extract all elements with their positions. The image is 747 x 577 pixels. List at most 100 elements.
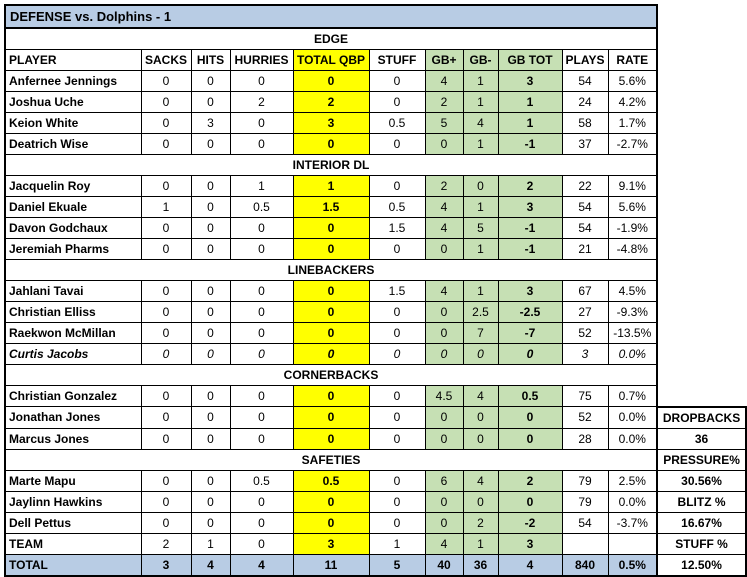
stat-cell: 4 [229, 553, 294, 577]
stat-cell: 0 [424, 322, 464, 344]
stat-cell: 2 [424, 175, 464, 197]
stat-cell: 5.6% [607, 70, 659, 92]
stat-cell: 4 [424, 196, 464, 218]
empty-space [657, 344, 746, 365]
stat-cell: 0 [190, 490, 231, 513]
column-header: GB+ [424, 49, 464, 71]
stat-cell: 0 [190, 322, 231, 344]
column-header: RATE [607, 49, 659, 71]
stat-cell: 0 [190, 427, 231, 450]
stat-cell: 0.5 [229, 469, 294, 492]
stat-cell: 67 [561, 280, 609, 302]
stat-cell: 9.1% [607, 175, 659, 197]
stat-cell: 0 [462, 427, 499, 450]
stat-cell: 2 [229, 91, 294, 113]
stat-cell: 0 [292, 385, 370, 407]
stat-cell: 0 [229, 322, 294, 344]
stat-cell: 0 [462, 343, 499, 365]
stat-cell: 0 [368, 490, 426, 513]
stat-cell: 1 [229, 175, 294, 197]
stat-cell: 3 [497, 70, 563, 92]
stat-cell: -1 [497, 133, 563, 155]
side-panel-cell: 30.56% [656, 469, 747, 492]
stat-cell: 37 [561, 133, 609, 155]
stat-cell: 4 [424, 70, 464, 92]
stat-cell: 1.5 [368, 280, 426, 302]
empty-space [657, 113, 746, 134]
stat-cell: 2 [424, 91, 464, 113]
stat-cell: 1 [462, 196, 499, 218]
column-header: PLAYS [561, 49, 609, 71]
player-name: Dell Pettus [4, 511, 142, 534]
stat-cell: 0 [462, 406, 499, 429]
stat-cell: 0 [229, 280, 294, 302]
side-panel-cell: STUFF % [656, 532, 747, 555]
stat-cell: 0 [292, 322, 370, 344]
section-header: CORNERBACKS [3, 364, 659, 386]
stat-cell: 79 [561, 490, 609, 513]
stat-cell: 3 [497, 196, 563, 218]
stat-cell: 0 [190, 343, 231, 365]
stat-cell: 0 [368, 511, 426, 534]
stat-cell: 0 [190, 70, 231, 92]
stat-cell: 0 [368, 238, 426, 260]
stat-cell: 0 [190, 406, 231, 429]
stat-cell: -9.3% [607, 301, 659, 323]
column-header: STUFF [368, 49, 426, 71]
stat-cell: 0 [140, 343, 192, 365]
stat-cell: 0 [424, 301, 464, 323]
stat-cell: 4.5% [607, 280, 659, 302]
stat-cell: -1.9% [607, 217, 659, 239]
stat-cell: 24 [561, 91, 609, 113]
stat-cell: 0 [368, 343, 426, 365]
stat-cell: 4 [424, 217, 464, 239]
empty-space [657, 218, 746, 239]
stat-cell: 5 [424, 112, 464, 134]
stat-cell: 0 [229, 343, 294, 365]
stat-cell: 0 [190, 217, 231, 239]
stat-cell: 22 [561, 175, 609, 197]
stat-cell: 0 [424, 133, 464, 155]
stat-cell: 0 [462, 490, 499, 513]
stat-cell: 0 [140, 406, 192, 429]
stat-cell: 0 [229, 217, 294, 239]
empty-space [657, 365, 746, 386]
stat-cell: 0 [292, 238, 370, 260]
stat-cell: 0 [368, 301, 426, 323]
stat-cell: 0.5 [368, 112, 426, 134]
stat-cell: 0 [190, 133, 231, 155]
empty-space [657, 28, 746, 50]
stat-cell: 2.5% [607, 469, 659, 492]
stat-cell: 0 [292, 406, 370, 429]
stat-cell: 4 [497, 553, 563, 577]
stat-cell: 0 [292, 133, 370, 155]
stat-cell: 54 [561, 196, 609, 218]
stat-cell: 0 [190, 385, 231, 407]
player-name: Jaylinn Hawkins [4, 490, 142, 513]
empty-space [657, 50, 746, 71]
stat-cell: 0 [292, 511, 370, 534]
defense-stats-sheet: DEFENSE vs. Dolphins - 1 EDGE PLAYER SACKS H… [3, 4, 747, 577]
player-name: Curtis Jacobs [4, 343, 142, 365]
stat-cell: 0.0% [607, 490, 659, 513]
stat-cell: -13.5% [607, 322, 659, 344]
stat-cell: 0 [140, 238, 192, 260]
stat-cell: 0 [424, 343, 464, 365]
stat-cell: 0 [368, 70, 426, 92]
stat-cell: 1 [497, 91, 563, 113]
stat-cell: 28 [561, 427, 609, 450]
stat-cell: 1 [292, 175, 370, 197]
stat-cell: -2.5 [497, 301, 563, 323]
stat-cell: 1 [462, 91, 499, 113]
defense-stats-table: DEFENSE vs. Dolphins - 1 EDGE PLAYER SACKS H… [3, 4, 747, 577]
stat-cell: 0 [140, 427, 192, 450]
stat-cell: 840 [561, 553, 609, 577]
stat-cell: 0.0% [607, 343, 659, 365]
stat-cell: 0 [424, 490, 464, 513]
stat-cell: 0 [229, 70, 294, 92]
player-name: Jonathan Jones [4, 406, 142, 429]
stat-cell: 0 [424, 427, 464, 450]
player-name: Daniel Ekuale [4, 196, 142, 218]
empty-space [657, 197, 746, 218]
stat-cell: 0 [229, 511, 294, 534]
